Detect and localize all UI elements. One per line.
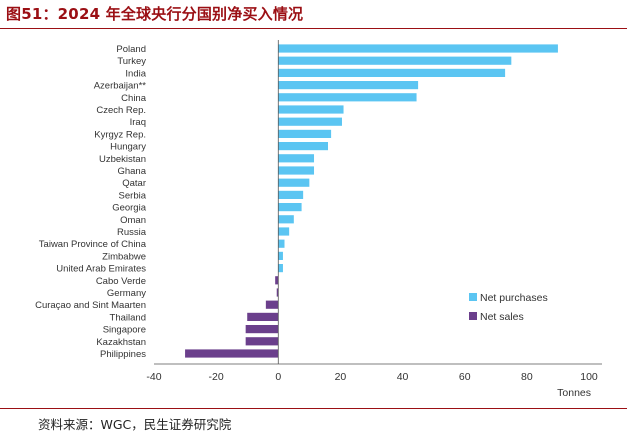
- bar-kyrgyz-rep: [278, 129, 332, 138]
- legend-swatch-net-purchases: [469, 293, 477, 301]
- category-label: Russia: [117, 227, 147, 238]
- x-axis-label: Tonnes: [557, 387, 591, 399]
- category-label: Kyrgyz Rep.: [94, 129, 146, 140]
- category-label: Kazakhstan: [96, 337, 146, 348]
- legend-label-net-sales: Net sales: [480, 311, 524, 323]
- x-tick-label: 60: [459, 371, 471, 383]
- category-label: Philippines: [100, 349, 146, 360]
- category-label: United Arab Emirates: [56, 264, 146, 275]
- bar-qatar: [278, 178, 310, 187]
- category-label: Singapore: [103, 325, 146, 336]
- category-label: China: [121, 93, 147, 104]
- title-divider: [0, 28, 627, 29]
- bar-oman: [278, 215, 294, 224]
- bar-taiwan-province-of-china: [278, 239, 285, 248]
- bar-china: [278, 93, 417, 102]
- category-label: Thailand: [110, 312, 146, 323]
- bar-georgia: [278, 203, 302, 212]
- category-label: Zimbabwe: [102, 251, 146, 262]
- category-label: Iraq: [130, 117, 146, 128]
- bar-philippines: [185, 349, 279, 358]
- category-label: Oman: [120, 215, 146, 226]
- bar-kazakhstan: [245, 337, 279, 346]
- bar-cabo-verde: [275, 276, 279, 285]
- bar-hungary: [278, 142, 328, 151]
- source-note: 资料来源：WGC，民生证券研究院: [38, 417, 232, 432]
- x-tick-label: 100: [580, 371, 598, 383]
- footer-divider: [0, 408, 627, 409]
- bar-serbia: [278, 190, 304, 199]
- bar-ghana: [278, 166, 315, 175]
- category-label: Ghana: [117, 166, 146, 177]
- bar-turkey: [278, 56, 512, 65]
- category-label: Taiwan Province of China: [39, 239, 147, 250]
- bar-india: [278, 68, 506, 77]
- category-label: Turkey: [117, 56, 146, 67]
- category-label: Poland: [116, 44, 146, 55]
- x-tick-label: 0: [275, 371, 281, 383]
- category-label: Germany: [107, 288, 146, 299]
- category-label: Uzbekistan: [99, 154, 146, 165]
- bar-poland: [278, 44, 558, 53]
- category-label: Azerbaijan**: [94, 81, 147, 92]
- category-label: Georgia: [112, 203, 147, 214]
- bar-singapore: [245, 325, 279, 334]
- legend-label-net-purchases: Net purchases: [480, 292, 548, 304]
- x-tick-label: 80: [521, 371, 533, 383]
- bar-azerbaijan: [278, 81, 419, 90]
- category-label: Hungary: [110, 142, 146, 153]
- bar-united-arab-emirates: [278, 264, 283, 273]
- x-tick-label: 20: [335, 371, 347, 383]
- category-label: Curaçao and Sint Maarten: [35, 300, 146, 311]
- page-title: 图51：2024 年全球央行分国别净买入情况: [6, 5, 304, 23]
- bar-russia: [278, 227, 290, 236]
- category-label: Serbia: [119, 190, 147, 201]
- x-tick-label: -40: [146, 371, 161, 383]
- category-label: India: [125, 68, 146, 79]
- x-tick-label: -20: [209, 371, 224, 383]
- legend-swatch-net-sales: [469, 312, 477, 320]
- bar-cura-ao-and-sint-maarten: [265, 300, 279, 309]
- bar-germany: [276, 288, 279, 297]
- x-tick-label: 40: [397, 371, 409, 383]
- bar-uzbekistan: [278, 154, 315, 163]
- bar-zimbabwe: [278, 251, 283, 260]
- category-label: Qatar: [122, 178, 146, 189]
- legend: Net purchases Net sales: [469, 292, 548, 323]
- category-label: Czech Rep.: [96, 105, 146, 116]
- category-label: Cabo Verde: [96, 276, 146, 287]
- bar-iraq: [278, 117, 342, 126]
- bar-thailand: [247, 312, 279, 321]
- bar-czech-rep: [278, 105, 344, 114]
